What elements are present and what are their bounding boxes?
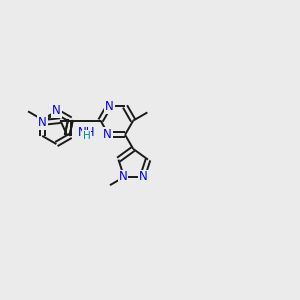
Text: N: N (105, 100, 114, 113)
Text: N: N (38, 116, 47, 129)
Text: H: H (82, 131, 90, 141)
Text: N: N (103, 128, 112, 141)
Text: N: N (118, 170, 127, 184)
Text: N: N (52, 104, 61, 117)
Text: NH: NH (78, 126, 95, 139)
Text: N: N (139, 170, 148, 184)
